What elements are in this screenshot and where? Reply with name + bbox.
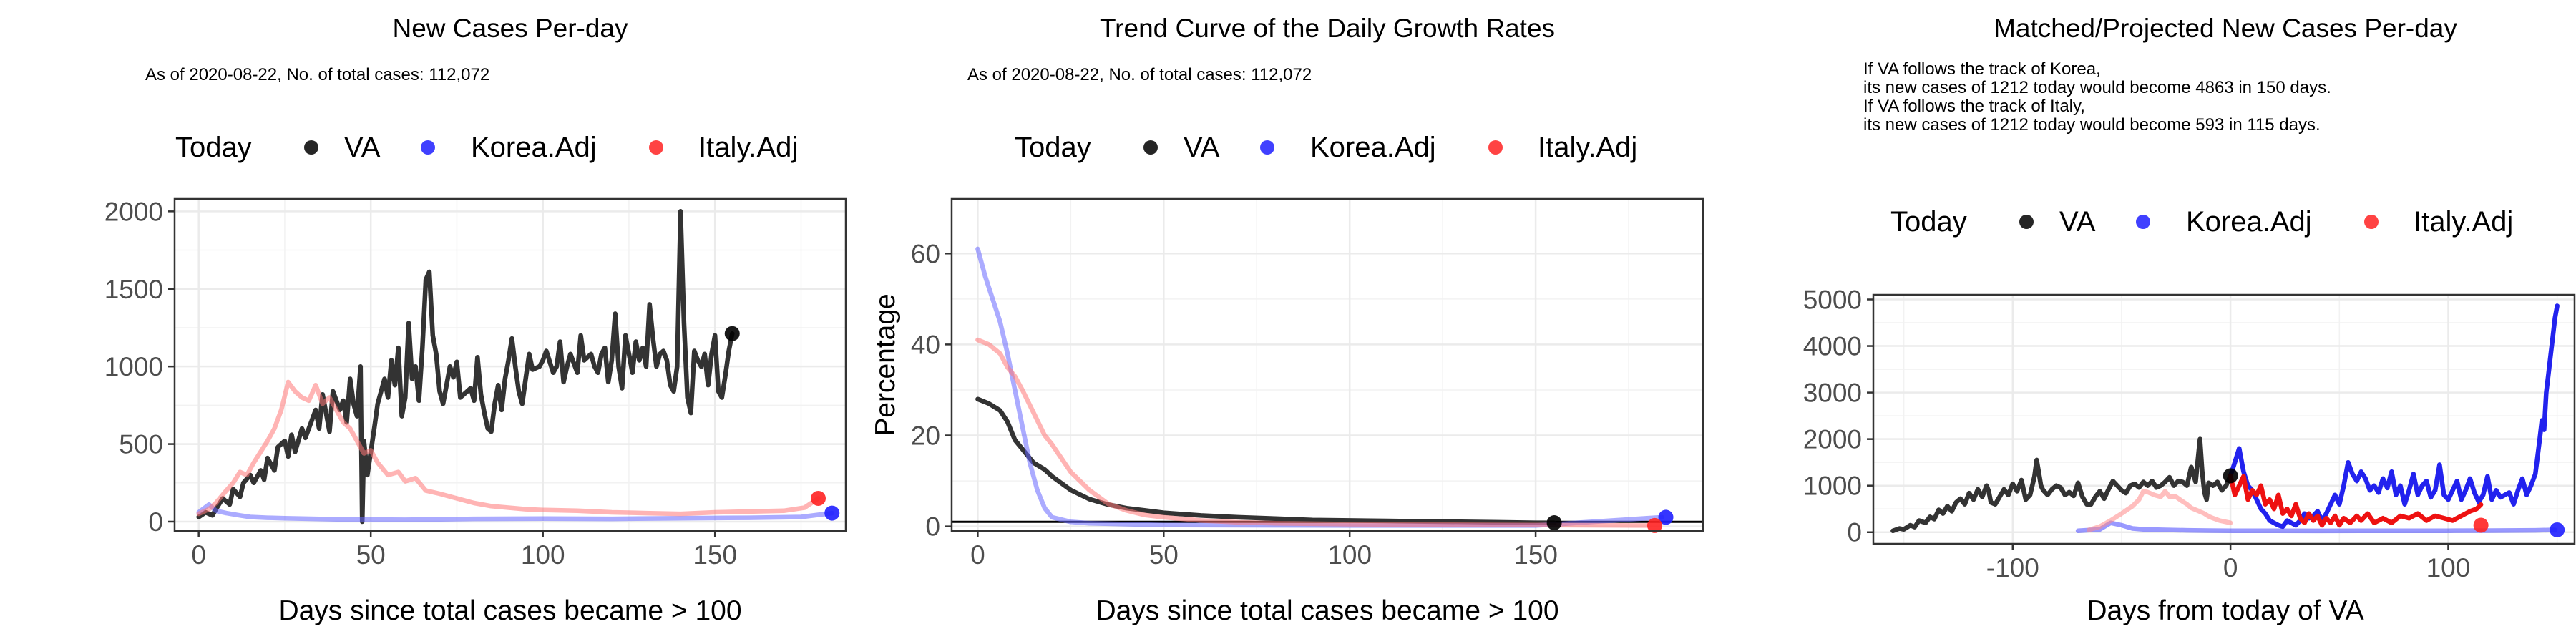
today-point-va	[2223, 468, 2238, 484]
chart-title: Trend Curve of the Daily Growth Rates	[1100, 14, 1555, 43]
y-axis-label: Percentage	[870, 293, 901, 436]
series-line-italy	[975, 337, 1650, 528]
series-line-italy	[2087, 489, 2233, 532]
chart-title: Matched/Projected New Cases Per-day	[1994, 14, 2457, 43]
series-line-korea	[975, 246, 1665, 528]
x-axis-label: Days since total cases became > 100	[278, 595, 741, 626]
y-tick-label: 1000	[104, 352, 163, 381]
today-point-italy	[811, 490, 826, 506]
y-tick-label: 4000	[1803, 332, 1862, 361]
legend-label-va: VA	[1184, 132, 1220, 163]
chart-subtitle: If VA follows the track of Korea,	[1863, 59, 2101, 79]
legend-label-korea: Korea.Adj	[2186, 206, 2312, 238]
y-tick-label: 2000	[1803, 425, 1862, 454]
series-lines	[1890, 303, 2560, 534]
x-tick-label: 100	[1327, 540, 1372, 570]
plot-frame	[1872, 293, 2576, 545]
series-line-va	[196, 209, 735, 525]
y-tick-label: 0	[925, 512, 940, 542]
today-point-korea	[1658, 509, 1674, 525]
legend-key-italy	[1488, 140, 1503, 155]
y-tick-label: 2000	[104, 197, 163, 226]
x-tick-label: -100	[1986, 553, 2039, 582]
legend-key-italy	[2364, 215, 2379, 229]
y-tick-label: 40	[911, 330, 940, 359]
legend-label-korea: Korea.Adj	[1310, 132, 1436, 163]
series-lines	[975, 246, 1665, 528]
series-line-italy	[2228, 473, 2484, 528]
legend-key-italy	[649, 140, 663, 155]
x-tick-label: 0	[191, 540, 206, 570]
legend-title: Today	[1015, 132, 1091, 163]
legend: Today VA Korea.Adj Italy.Adj	[1015, 132, 1637, 163]
legend-key-va	[2019, 215, 2034, 229]
today-point-va	[724, 326, 740, 341]
y-tick-label: 20	[911, 421, 940, 451]
x-tick-label: 50	[1149, 540, 1179, 570]
x-tick-label: 100	[2426, 553, 2471, 582]
legend-label-italy: Italy.Adj	[2414, 206, 2513, 238]
legend-key-korea	[421, 140, 435, 155]
today-point-italy	[1646, 517, 1662, 533]
chart-subtitle: its new cases of 1212 today would become…	[1863, 78, 2331, 97]
plot-frame	[173, 197, 847, 532]
legend-title: Today	[1890, 206, 1967, 238]
series-lines	[196, 209, 835, 525]
chart-subtitle: As of 2020-08-22, No. of total cases: 11…	[967, 65, 1312, 84]
chart-subtitle: As of 2020-08-22, No. of total cases: 11…	[145, 65, 489, 84]
legend-label-va: VA	[2059, 206, 2096, 238]
today-point-korea	[824, 505, 840, 521]
y-tick-label: 1500	[104, 275, 163, 304]
chart-subtitle: If VA follows the track of Italy,	[1863, 97, 2085, 116]
today-point-va	[1546, 515, 1562, 531]
plot-background	[1873, 295, 2575, 544]
panel-2: Trend Curve of the Daily Growth Rates As …	[870, 14, 1704, 626]
y-tick-label: 3000	[1803, 379, 1862, 408]
x-tick-label: 0	[970, 540, 985, 570]
legend-label-italy: Italy.Adj	[698, 132, 798, 163]
y-tick-label: 500	[119, 430, 163, 459]
y-tick-label: 0	[148, 507, 163, 537]
panel-3: Matched/Projected New Cases Per-day If VA…	[1803, 14, 2576, 626]
y-tick-label: 0	[1847, 518, 1862, 547]
x-tick-label: 150	[1513, 540, 1558, 570]
today-point-korea	[2550, 522, 2565, 537]
chart-subtitle: its new cases of 1212 today would become…	[1863, 115, 2321, 135]
legend-key-korea	[2136, 215, 2150, 229]
series-line-korea	[196, 502, 835, 522]
legend: Today VA Korea.Adj Italy.Adj	[1890, 206, 2513, 238]
x-tick-label: 0	[2223, 553, 2238, 582]
y-tick-label: 1000	[1803, 472, 1862, 501]
series-line-va	[1890, 436, 2233, 534]
legend-title: Today	[175, 132, 252, 163]
plot-background	[175, 199, 846, 531]
x-tick-label: 100	[521, 540, 565, 570]
x-tick-label: 50	[356, 540, 386, 570]
x-tick-label: 150	[693, 540, 737, 570]
legend-label-korea: Korea.Adj	[471, 132, 597, 163]
series-line-va	[975, 396, 1557, 525]
legend-key-va	[304, 140, 318, 155]
legend: Today VA Korea.Adj Italy.Adj	[175, 132, 798, 163]
y-tick-label: 60	[911, 239, 940, 268]
grid	[175, 199, 846, 531]
legend-label-italy: Italy.Adj	[1538, 132, 1637, 163]
legend-key-korea	[1260, 140, 1274, 155]
legend-key-va	[1143, 140, 1158, 155]
y-tick-label: 5000	[1803, 286, 1862, 315]
x-axis-label: Days since total cases became > 100	[1096, 595, 1558, 626]
series-line-korea	[2228, 303, 2560, 530]
today-point-italy	[2473, 517, 2489, 533]
series-line-korea	[2075, 520, 2557, 534]
series-line-italy	[196, 379, 821, 517]
x-axis-label: Days from today of VA	[2087, 595, 2363, 626]
panel-1: New Cases Per-day As of 2020-08-22, No. o…	[104, 14, 847, 626]
legend-label-va: VA	[344, 132, 381, 163]
chart-title: New Cases Per-day	[392, 14, 628, 43]
plot-frame	[950, 197, 1704, 532]
